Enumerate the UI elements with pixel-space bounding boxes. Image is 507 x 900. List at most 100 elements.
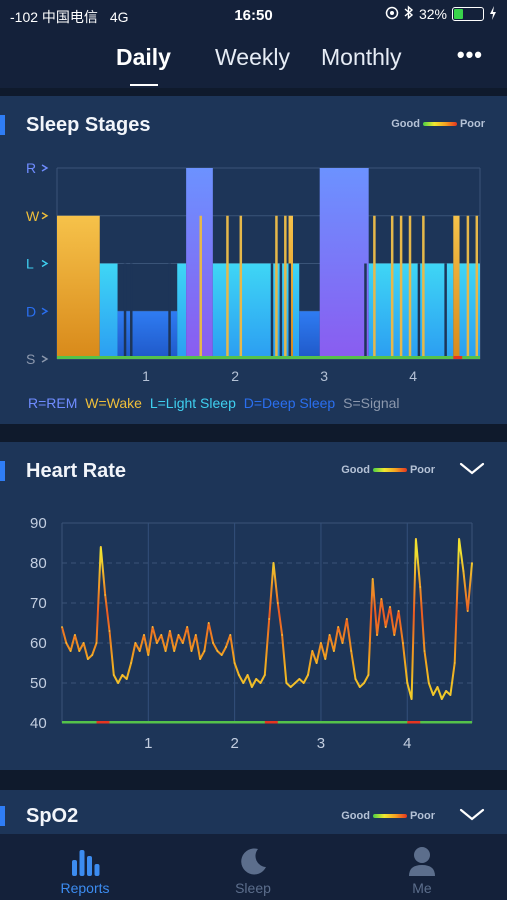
more-icon[interactable]: ••• — [456, 42, 483, 67]
bluetooth-icon — [404, 5, 414, 23]
x-tick-label: 2 — [230, 735, 238, 752]
x-tick-label: 1 — [144, 735, 152, 752]
spo2-card: SpO2 Good Poor — [0, 790, 507, 834]
chevron-down-icon[interactable] — [459, 808, 485, 827]
heart-rate-point — [147, 654, 150, 656]
heart-rate-point — [302, 682, 305, 684]
wake-spike — [475, 215, 479, 359]
section-marker — [0, 115, 5, 135]
y-tick-arrow-icon — [41, 259, 49, 268]
heart-rate-point — [328, 634, 331, 636]
heart-rate-point — [315, 662, 318, 664]
sleep-stage-legend: R=REM W=Wake L=Light Sleep D=Deep Sleep … — [28, 395, 400, 411]
quality-gradient — [372, 468, 407, 472]
sleep-stages-chart: S D L W R 1 2 3 4 — [26, 160, 481, 384]
y-tick-label-d: D — [26, 303, 36, 319]
heart-rate-point — [294, 682, 296, 684]
carrier-network: -102 中国电信 4G — [10, 7, 129, 27]
heart-rate-point — [255, 678, 258, 680]
light-dip — [364, 263, 367, 359]
heart-rate-point — [358, 686, 361, 688]
sleep-segment-l — [292, 263, 300, 359]
heart-rate-point — [320, 642, 322, 644]
quality-scale-legend: Good Poor — [341, 810, 435, 822]
tab-reports[interactable]: Reports — [35, 842, 135, 896]
heart-rate-point — [281, 634, 284, 636]
battery-percent: 32% — [418, 6, 447, 22]
tab-weekly[interactable]: Weekly — [215, 44, 290, 70]
heart-rate-point — [177, 634, 180, 636]
user-icon — [372, 842, 472, 876]
heart-rate-point — [108, 630, 111, 632]
y-tick-label-l: L — [26, 256, 34, 272]
heart-rate-point — [389, 606, 391, 608]
heart-rate-point — [311, 650, 314, 652]
wake-spike — [422, 215, 425, 359]
light-dip — [130, 263, 133, 359]
heart-rate-point — [186, 626, 189, 628]
wake-spike — [466, 215, 470, 359]
y-tick-arrow-icon — [41, 355, 49, 363]
sleep-stages-card: Sleep Stages Good Poor S D L W R 1 2 3 4 R=REM W… — [0, 96, 507, 424]
heart-rate-point — [78, 650, 81, 652]
heart-rate-point — [95, 642, 98, 644]
heart-rate-point — [216, 650, 219, 652]
legend-rem: R=REM — [28, 395, 78, 411]
x-tick-label: 4 — [409, 368, 417, 384]
tab-monthly[interactable]: Monthly — [321, 44, 402, 70]
heart-rate-point — [419, 586, 422, 588]
wake-spike — [373, 215, 376, 359]
heart-rate-chart: 40 50 60 70 80 90 1 2 3 4 — [30, 515, 473, 752]
quality-gradient — [422, 122, 457, 126]
sleep-segment-d — [117, 311, 151, 359]
heart-rate-point — [423, 650, 426, 652]
heart-rate-point — [427, 682, 430, 684]
poor-label: Poor — [409, 464, 435, 476]
heart-rate-point — [380, 598, 383, 600]
heart-rate-point — [466, 610, 469, 612]
heart-rate-point — [410, 698, 413, 700]
heart-rate-point — [173, 650, 176, 652]
heart-rate-point — [190, 650, 193, 652]
wake-spike — [284, 215, 287, 359]
bar-chart-icon — [35, 842, 135, 876]
status-right: 32% — [385, 5, 497, 23]
carrier-text: -102 中国电信 — [10, 9, 98, 25]
heart-rate-point — [199, 658, 202, 660]
heart-rate-point — [246, 674, 249, 676]
wake-spike — [408, 215, 412, 359]
light-dip — [270, 263, 274, 359]
heart-rate-point — [117, 682, 120, 684]
heart-rate-point — [181, 642, 184, 644]
wake-spike — [275, 215, 278, 359]
heart-rate-point — [242, 682, 245, 684]
heart-rate-point — [324, 658, 327, 660]
heart-rate-title: Heart Rate — [26, 460, 127, 482]
y-tick-arrow-icon — [41, 212, 49, 220]
wake-spike — [390, 215, 394, 359]
tab-sleep[interactable]: Sleep — [203, 842, 303, 896]
moon-icon — [203, 842, 303, 876]
heart-rate-point — [125, 678, 128, 680]
tab-me[interactable]: Me — [372, 842, 472, 896]
heart-rate-point — [61, 626, 63, 628]
light-dip — [123, 263, 127, 359]
sleep-segment-r — [319, 168, 369, 359]
heart-rate-point — [298, 678, 301, 680]
heart-rate-point — [268, 618, 271, 620]
heart-rate-point — [462, 570, 465, 572]
good-label: Good — [341, 464, 370, 476]
heart-rate-point — [371, 578, 374, 580]
tab-daily[interactable]: Daily — [116, 44, 171, 70]
light-dip — [417, 263, 421, 359]
heart-rate-point — [436, 686, 439, 688]
bottom-tab-bar: Reports Sleep Me — [0, 834, 507, 900]
heart-rate-point — [229, 634, 232, 636]
tab-me-label: Me — [412, 880, 432, 896]
heart-rate-point — [449, 694, 452, 696]
light-dip — [168, 263, 171, 359]
heart-rate-card: Heart Rate Good Poor 40 50 60 70 80 90 1 2 3 4 — [0, 442, 507, 770]
chevron-down-icon[interactable] — [459, 462, 485, 481]
sleep-segment-l — [459, 263, 480, 359]
wake-spike — [226, 215, 229, 359]
